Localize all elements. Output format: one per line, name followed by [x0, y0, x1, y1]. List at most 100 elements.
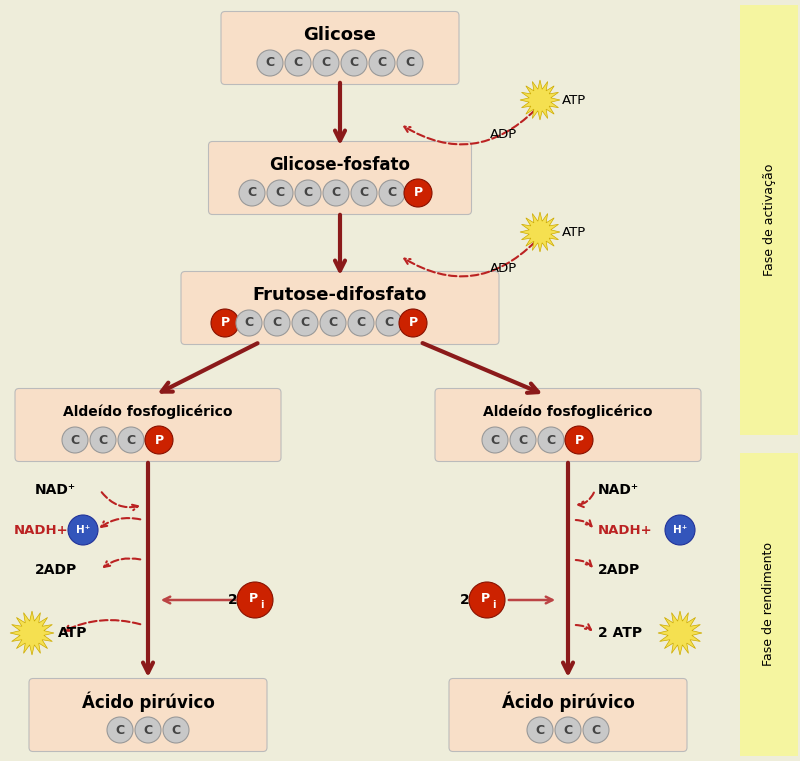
Circle shape	[583, 717, 609, 743]
Circle shape	[285, 50, 311, 76]
Circle shape	[527, 717, 553, 743]
FancyArrowPatch shape	[576, 624, 591, 630]
Text: C: C	[275, 186, 285, 199]
Text: Aldeído fosfoglicérico: Aldeído fosfoglicérico	[483, 405, 653, 419]
Circle shape	[267, 180, 293, 206]
Circle shape	[145, 426, 173, 454]
Text: Fase de rendimento: Fase de rendimento	[762, 542, 775, 666]
FancyBboxPatch shape	[449, 679, 687, 752]
Text: C: C	[385, 317, 394, 330]
Text: Fase de activação: Fase de activação	[762, 164, 775, 276]
Circle shape	[510, 427, 536, 453]
Text: C: C	[303, 186, 313, 199]
Text: C: C	[546, 434, 555, 447]
Text: C: C	[535, 724, 545, 737]
Text: C: C	[591, 724, 601, 737]
Text: C: C	[171, 724, 181, 737]
Circle shape	[295, 180, 321, 206]
Text: 2 ATP: 2 ATP	[598, 626, 642, 640]
FancyArrowPatch shape	[576, 560, 591, 566]
Text: Ácido pirúvico: Ácido pirúvico	[502, 692, 634, 712]
Circle shape	[341, 50, 367, 76]
Text: C: C	[70, 434, 79, 447]
Text: C: C	[143, 724, 153, 737]
Circle shape	[90, 427, 116, 453]
FancyArrowPatch shape	[578, 492, 594, 507]
Text: C: C	[273, 317, 282, 330]
Text: P: P	[409, 317, 418, 330]
Text: NADH+: NADH+	[14, 524, 69, 537]
Text: P: P	[414, 186, 422, 199]
Circle shape	[538, 427, 564, 453]
Text: NAD⁺: NAD⁺	[35, 483, 76, 497]
Circle shape	[376, 310, 402, 336]
Text: H⁺: H⁺	[673, 525, 687, 535]
Text: C: C	[378, 56, 386, 69]
Circle shape	[313, 50, 339, 76]
Text: 2: 2	[228, 593, 238, 607]
Text: Frutose-difosfato: Frutose-difosfato	[253, 286, 427, 304]
FancyArrowPatch shape	[404, 110, 535, 145]
Text: Ácido pirúvico: Ácido pirúvico	[82, 692, 214, 712]
Circle shape	[237, 582, 273, 618]
Text: C: C	[357, 317, 366, 330]
Text: Glicose: Glicose	[303, 26, 377, 44]
Circle shape	[555, 717, 581, 743]
FancyArrowPatch shape	[576, 520, 591, 527]
FancyArrowPatch shape	[102, 492, 138, 510]
Circle shape	[118, 427, 144, 453]
Text: C: C	[350, 56, 358, 69]
Circle shape	[292, 310, 318, 336]
Polygon shape	[520, 80, 560, 120]
Text: NADH+: NADH+	[598, 524, 653, 537]
FancyBboxPatch shape	[209, 142, 471, 215]
FancyBboxPatch shape	[15, 389, 281, 461]
Circle shape	[107, 717, 133, 743]
FancyBboxPatch shape	[740, 453, 798, 756]
FancyBboxPatch shape	[740, 5, 798, 435]
Text: C: C	[301, 317, 310, 330]
Circle shape	[397, 50, 423, 76]
Text: Aldeído fosfoglicérico: Aldeído fosfoglicérico	[63, 405, 233, 419]
Circle shape	[482, 427, 508, 453]
Text: C: C	[322, 56, 330, 69]
Circle shape	[257, 50, 283, 76]
Text: C: C	[266, 56, 274, 69]
Text: P: P	[574, 434, 583, 447]
Circle shape	[135, 717, 161, 743]
Circle shape	[565, 426, 593, 454]
Text: Glicose-fosfato: Glicose-fosfato	[270, 156, 410, 174]
Text: ATP: ATP	[562, 94, 586, 107]
Circle shape	[239, 180, 265, 206]
FancyArrowPatch shape	[65, 620, 140, 631]
Circle shape	[348, 310, 374, 336]
Text: P: P	[154, 434, 163, 447]
Circle shape	[351, 180, 377, 206]
Text: C: C	[247, 186, 257, 199]
Circle shape	[399, 309, 427, 337]
Text: C: C	[245, 317, 254, 330]
Text: P: P	[481, 593, 490, 606]
Text: 2ADP: 2ADP	[598, 563, 640, 577]
Text: 2: 2	[460, 593, 470, 607]
Circle shape	[211, 309, 239, 337]
Text: C: C	[387, 186, 397, 199]
Circle shape	[68, 515, 98, 545]
Circle shape	[320, 310, 346, 336]
Text: 2ADP: 2ADP	[35, 563, 78, 577]
Circle shape	[236, 310, 262, 336]
Circle shape	[369, 50, 395, 76]
Circle shape	[665, 515, 695, 545]
Text: H⁺: H⁺	[76, 525, 90, 535]
Text: C: C	[126, 434, 135, 447]
Text: C: C	[406, 56, 414, 69]
Text: P: P	[249, 593, 258, 606]
Text: C: C	[490, 434, 499, 447]
Text: NAD⁺: NAD⁺	[598, 483, 639, 497]
Text: C: C	[359, 186, 369, 199]
Text: C: C	[294, 56, 302, 69]
FancyArrowPatch shape	[404, 242, 535, 276]
FancyBboxPatch shape	[435, 389, 701, 461]
Text: i: i	[492, 600, 496, 610]
Text: C: C	[518, 434, 527, 447]
